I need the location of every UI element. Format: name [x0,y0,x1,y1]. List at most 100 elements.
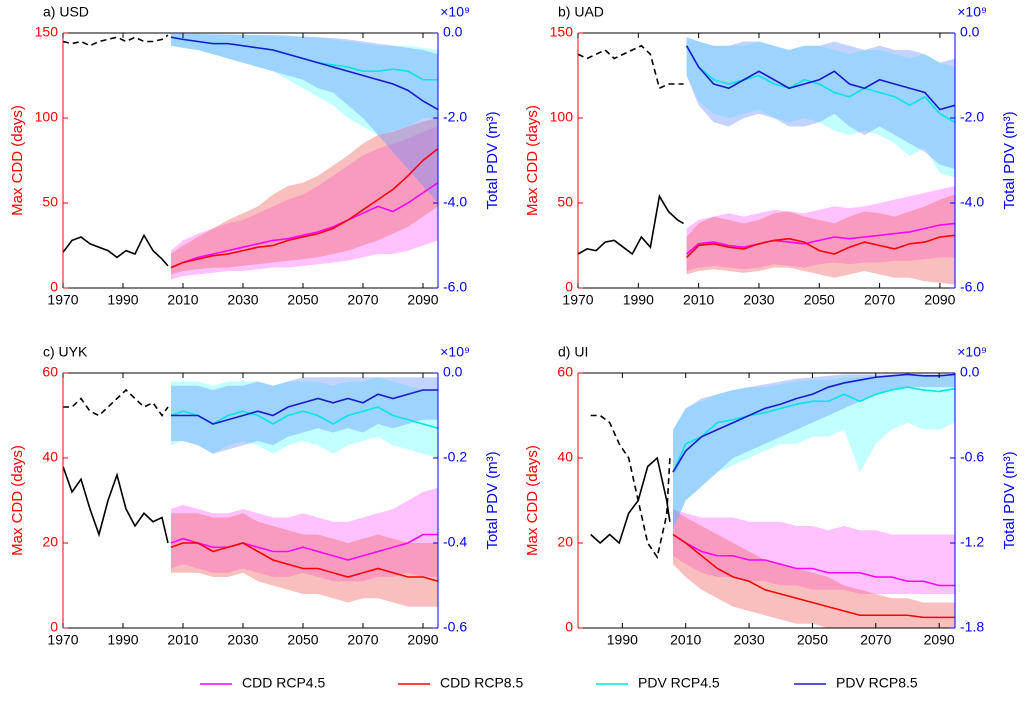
y-axis-label: Max CDD (days) [524,105,541,216]
series-line [63,388,169,417]
y2-multiplier: ×10⁹ [957,344,987,360]
y2-tick-label: -2.0 [443,109,467,125]
series-line [170,533,438,561]
uncertainty-band [171,377,438,454]
uncertainty-band [686,37,955,178]
x-tick-label: 2010 [683,292,714,308]
y-axis-label: Max CDD (days) [9,105,26,216]
x-tick-label: 2030 [743,292,774,308]
legend-label: CDD RCP4.5 [242,675,325,691]
x-tick-label: 2090 [407,632,438,648]
x-tick-label: 1970 [562,292,593,308]
y-tick-label: 100 [550,109,574,125]
series-line [63,233,169,267]
series-line [590,456,671,545]
y2-axis-label: Total PDV (m³) [484,451,501,549]
y2-tick-label: -1.8 [960,619,984,635]
series-line [672,533,955,619]
y2-tick-label: 0.0 [960,364,980,380]
y-tick-label: 50 [557,194,573,210]
y-tick-label: 100 [35,109,59,125]
panel: 1990 2010 2030 2050 2070 2090 0 20 40 60 -1.8 -1.2 -… [524,344,1018,648]
y-tick-label: 0 [50,619,58,635]
y2-tick-label: 0.0 [960,24,980,40]
panel-title: d) UI [558,344,588,360]
y2-tick-label: -0.4 [443,534,467,550]
x-tick-label: 2090 [924,632,955,648]
uncertainty-band [673,509,955,628]
x-tick-label: 2090 [407,292,438,308]
x-tick-label: 1990 [623,292,654,308]
series-line [170,181,438,269]
y-tick-label: 0 [565,619,573,635]
uncertainty-band [171,487,438,582]
y2-tick-label: -0.6 [960,449,984,465]
y-tick-label: 20 [557,534,573,550]
x-tick-label: 1990 [107,632,138,648]
x-tick-label: 2070 [347,292,378,308]
y2-axis-label: Total PDV (m³) [1001,111,1018,209]
y-tick-label: 60 [557,364,573,380]
series-line [170,147,438,269]
series-line [578,193,684,256]
series-line [171,389,438,425]
uncertainty-band [673,374,955,529]
uncertainty-band [171,118,438,275]
y-tick-label: 40 [42,449,58,465]
y2-tick-label: 0.0 [443,364,463,380]
x-tick-label: 1990 [607,632,638,648]
panel-title: b) UAD [558,4,604,20]
uncertainty-band [673,509,955,594]
y2-multiplier: ×10⁹ [957,4,987,20]
series-line [672,533,955,587]
y-tick-label: 0 [565,279,573,295]
legend: CDD RCP4.5 CDD RCP8.5 PDV RCP4.5 PDV RCP8.5 [200,675,918,691]
y2-tick-label: -0.2 [443,449,467,465]
y2-tick-label: -0.6 [443,619,467,635]
x-tick-label: 2030 [733,632,764,648]
x-tick-label: 2050 [287,292,318,308]
series-line [672,386,955,473]
x-tick-label: 2010 [167,292,198,308]
y2-axis-label: Total PDV (m³) [1001,451,1018,549]
y2-tick-label: 0.0 [443,24,463,40]
y-tick-label: 50 [42,194,58,210]
series-line [590,414,671,560]
x-tick-label: 2070 [864,292,895,308]
y2-tick-label: -2.0 [960,109,984,125]
x-tick-label: 2050 [797,632,828,648]
uncertainty-band [686,186,955,271]
series-line [63,34,169,47]
y-axis-label: Max CDD (days) [9,445,26,556]
y-tick-label: 60 [42,364,58,380]
x-tick-label: 2070 [860,632,891,648]
y2-multiplier: ×10⁹ [440,344,470,360]
panel-title: c) UYK [43,344,88,360]
legend-label: CDD RCP8.5 [440,675,523,691]
uncertainty-band [171,126,438,280]
y2-tick-label: -1.2 [960,534,984,550]
y-tick-label: 0 [50,279,58,295]
plot-area [578,37,955,285]
series-line [170,542,438,583]
x-tick-label: 2070 [347,632,378,648]
legend-label: PDV RCP8.5 [836,675,918,691]
series-line [686,234,955,258]
series-line [63,466,169,544]
series-line [170,36,438,111]
y2-tick-label: -6.0 [960,279,984,295]
y2-tick-label: -6.0 [443,279,467,295]
uncertainty-band [686,37,955,169]
legend-label: PDV RCP4.5 [638,675,720,691]
uncertainty-band [171,513,438,607]
plot-area [63,33,438,280]
y2-tick-label: -4.0 [960,194,984,210]
y2-multiplier: ×10⁹ [440,4,470,20]
x-tick-label: 2090 [924,292,955,308]
plot-area [63,377,438,607]
plot-area [590,373,955,628]
series-line [672,373,955,473]
x-tick-label: 2050 [804,292,835,308]
series-line [685,45,955,111]
